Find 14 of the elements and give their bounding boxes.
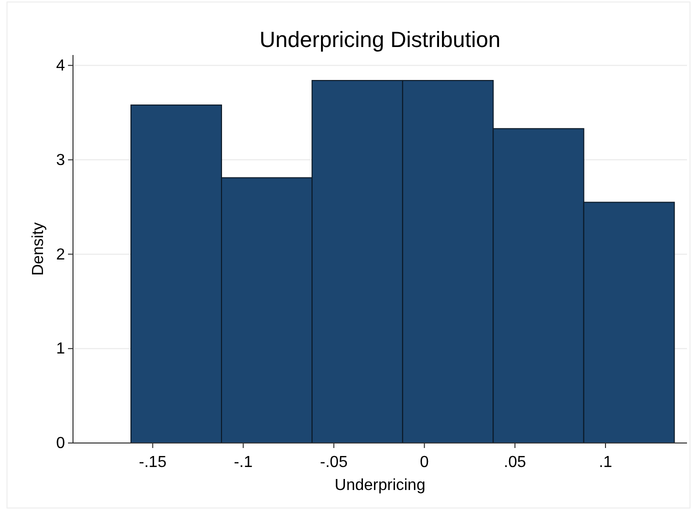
- y-tick-label: 1: [56, 340, 66, 358]
- x-tick-label: .05: [504, 454, 526, 471]
- chart-title: Underpricing Distribution: [260, 27, 500, 52]
- x-tick-label: -.05: [320, 454, 348, 471]
- x-axis-title: Underpricing: [334, 477, 426, 494]
- y-tick-label: 3: [56, 152, 66, 169]
- x-tick-label: 0: [420, 454, 429, 471]
- x-tick-label: -.1: [234, 454, 253, 471]
- y-tick-label: 4: [56, 58, 66, 75]
- x-tick-label: .1: [598, 454, 612, 471]
- y-axis-title: Density: [30, 222, 47, 276]
- y-tick-label: 0: [56, 435, 66, 452]
- x-tick-label: -.15: [138, 454, 167, 471]
- y-tick-label: 2: [56, 246, 66, 264]
